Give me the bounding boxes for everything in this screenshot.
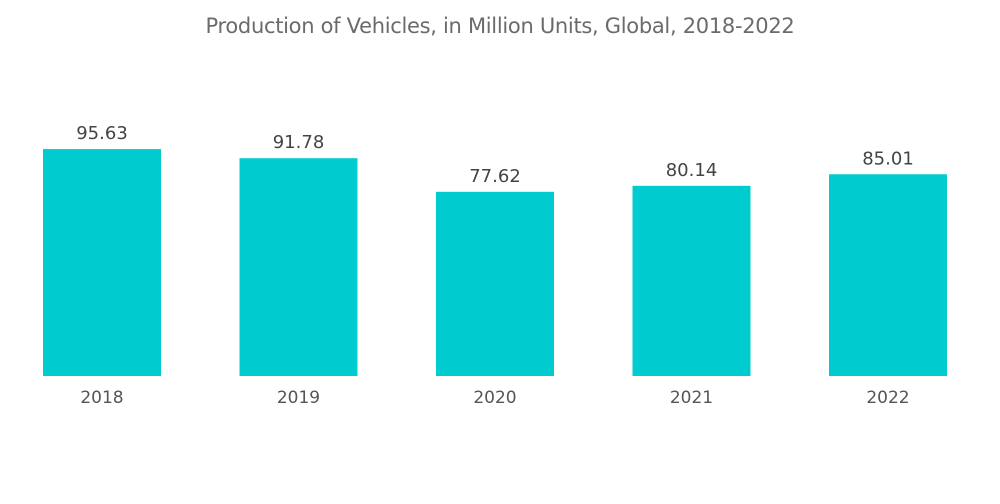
bar-2018: [43, 149, 161, 376]
x-tick-2019: 2019: [277, 388, 320, 408]
x-tick-2020: 2020: [473, 388, 516, 408]
bar-2021: [632, 185, 751, 376]
value-label-2022: 85.01: [862, 148, 914, 169]
value-label-2018: 95.63: [76, 123, 128, 144]
chart-title: Production of Vehicles, in Million Units…: [205, 14, 795, 38]
x-tick-2018: 2018: [80, 388, 123, 408]
value-label-2020: 77.62: [469, 166, 521, 187]
bar-2019: [239, 158, 358, 376]
bar-2020: [436, 191, 554, 376]
x-axis-ticks-group: 2018 2019 2020 2021 2022: [80, 388, 909, 408]
value-label-2019: 91.78: [273, 132, 325, 153]
value-labels-group: 95.63 91.78 77.62 80.14 85.01: [76, 123, 914, 187]
x-tick-2022: 2022: [866, 388, 909, 408]
value-label-2021: 80.14: [666, 160, 718, 181]
bar-2022: [829, 174, 947, 376]
bars-group: [43, 149, 947, 376]
x-tick-2021: 2021: [670, 388, 713, 408]
